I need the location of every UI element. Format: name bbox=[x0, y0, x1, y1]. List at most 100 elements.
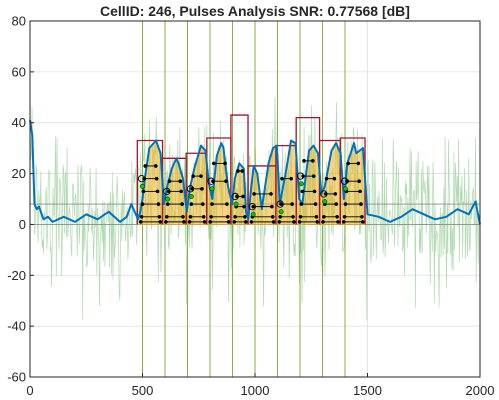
marker-point bbox=[165, 215, 169, 219]
marker-point bbox=[243, 215, 247, 219]
marker-point bbox=[297, 220, 302, 224]
marker-point bbox=[155, 189, 160, 194]
marker-point bbox=[240, 169, 244, 173]
marker-point bbox=[241, 194, 245, 199]
marker-point bbox=[314, 215, 319, 219]
marker-point bbox=[141, 189, 146, 194]
marker-point bbox=[236, 169, 240, 173]
marker-point bbox=[278, 215, 283, 219]
marker-point bbox=[199, 174, 203, 178]
marker-point bbox=[315, 220, 320, 224]
marker-layer bbox=[137, 159, 365, 224]
y-tick-label: -60 bbox=[7, 370, 26, 385]
marker-point bbox=[279, 202, 283, 206]
marker-point bbox=[311, 159, 315, 163]
marker-point bbox=[210, 202, 214, 206]
marker-point bbox=[202, 220, 207, 224]
marker-point bbox=[289, 176, 294, 181]
marker-point bbox=[209, 215, 213, 219]
marker-point bbox=[156, 202, 161, 206]
marker-point bbox=[143, 164, 147, 168]
marker-ring bbox=[163, 187, 171, 196]
marker-point bbox=[225, 215, 230, 219]
y-tick-label: -40 bbox=[7, 319, 26, 334]
marker-highlight bbox=[343, 186, 348, 192]
marker-ring bbox=[340, 177, 349, 185]
marker-highlight bbox=[278, 209, 284, 215]
marker-point bbox=[200, 187, 204, 191]
marker-highlight bbox=[322, 199, 328, 204]
marker-point bbox=[345, 179, 350, 183]
y-tick-label: 20 bbox=[12, 166, 26, 181]
marker-point bbox=[333, 192, 338, 196]
marker-ring bbox=[248, 202, 256, 211]
marker-point bbox=[291, 215, 295, 219]
marker-point bbox=[232, 220, 237, 224]
marker-point bbox=[182, 220, 186, 224]
smoothed-signal-layer bbox=[29, 120, 481, 225]
marker-point bbox=[311, 174, 316, 178]
marker-point bbox=[270, 215, 275, 219]
marker-point bbox=[251, 204, 255, 209]
marker-point bbox=[154, 176, 159, 181]
marker-point bbox=[270, 204, 274, 209]
marker-point bbox=[242, 204, 246, 209]
marker-point bbox=[360, 220, 365, 224]
marker-point bbox=[164, 220, 168, 224]
marker-point bbox=[191, 174, 195, 178]
marker-point bbox=[188, 215, 193, 219]
tick-layer: 0 500 1000 1500 2000 -60 -40 -20 0 20 40 60 80 bbox=[7, 14, 494, 399]
marker-ring bbox=[320, 190, 328, 198]
marker-point bbox=[226, 220, 231, 224]
marker-point bbox=[187, 220, 192, 224]
marker-point bbox=[165, 202, 170, 206]
marker-point bbox=[179, 189, 183, 194]
marker-point bbox=[252, 192, 256, 196]
marker-point bbox=[153, 164, 158, 168]
marker-point bbox=[356, 161, 361, 166]
marker-point bbox=[158, 220, 163, 224]
marker-ring bbox=[231, 192, 239, 201]
marker-point bbox=[332, 176, 337, 181]
marker-point bbox=[312, 189, 317, 194]
marker-highlight bbox=[298, 181, 304, 187]
marker-point bbox=[358, 189, 362, 194]
marker-point bbox=[342, 215, 347, 219]
marker-point bbox=[139, 215, 144, 219]
marker-point bbox=[300, 189, 305, 194]
marker-highlight bbox=[165, 196, 171, 202]
marker-ring bbox=[276, 200, 284, 208]
marker-point bbox=[301, 174, 305, 178]
marker-point bbox=[180, 202, 184, 206]
marker-point bbox=[138, 220, 143, 224]
y-tick-label: 40 bbox=[12, 115, 26, 130]
marker-ring bbox=[207, 177, 215, 185]
marker-point bbox=[357, 179, 361, 183]
marker-point bbox=[302, 159, 306, 163]
marker-point bbox=[341, 220, 346, 224]
marker-point bbox=[359, 202, 363, 206]
marker-ring bbox=[137, 175, 146, 183]
marker-highlight bbox=[188, 194, 194, 199]
marker-point bbox=[212, 161, 216, 166]
x-tick-label: 500 bbox=[132, 383, 154, 398]
marker-point bbox=[224, 179, 228, 183]
marker-point bbox=[181, 215, 185, 219]
marker-point bbox=[201, 215, 206, 219]
marker-point bbox=[140, 202, 145, 206]
marker-ring bbox=[186, 185, 195, 193]
marker-point bbox=[334, 202, 339, 206]
marker-point bbox=[277, 220, 282, 224]
marker-point bbox=[360, 215, 364, 219]
marker-point bbox=[189, 202, 194, 206]
marker-point bbox=[243, 220, 248, 224]
marker-point bbox=[292, 220, 296, 224]
marker-point bbox=[336, 220, 340, 224]
marker-point bbox=[335, 215, 339, 219]
marker-point bbox=[298, 215, 303, 219]
chart-title: CellID: 246, Pulses Analysis SNR: 0.7756… bbox=[100, 3, 410, 19]
marker-point bbox=[142, 176, 147, 181]
marker-highlight bbox=[209, 186, 215, 192]
